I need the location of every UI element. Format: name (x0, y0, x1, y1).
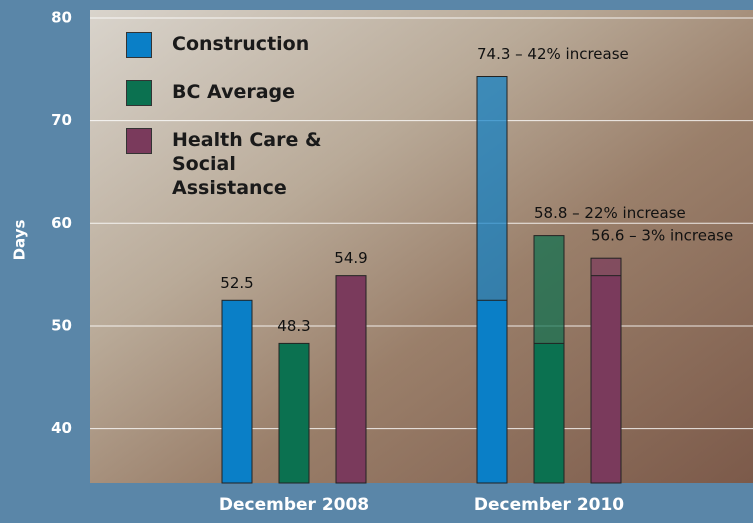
legend-label: Health Care & Social Assistance (172, 128, 352, 200)
x-tick-label: December 2008 (219, 495, 369, 515)
value-label: 56.6 – 3% increase (591, 227, 733, 245)
chart-container: Days 40 50 60 70 80 December 2008 52.5 48.3 54.9… (0, 0, 753, 523)
legend-item: BC Average (126, 80, 376, 106)
legend-swatch (126, 128, 152, 154)
bar (279, 343, 309, 483)
y-tick-label: 70 (51, 111, 72, 129)
legend-swatch (126, 80, 152, 106)
value-label: 54.9 (334, 249, 367, 267)
legend-item: Construction (126, 32, 376, 58)
legend-item: Health Care & Social Assistance (126, 128, 376, 200)
chart: Days 40 50 60 70 80 December 2008 52.5 48.3 54.9… (0, 0, 753, 523)
legend: Construction BC Average Health Care & Soci… (126, 32, 376, 222)
bar-baseline-portion (591, 276, 621, 483)
y-tick-label: 50 (51, 316, 72, 334)
legend-label: BC Average (172, 80, 295, 104)
y-axis-label: Days (11, 220, 29, 261)
y-tick-label: 60 (51, 214, 72, 232)
y-tick-label: 80 (51, 9, 72, 27)
value-label: 58.8 – 22% increase (534, 204, 686, 222)
bar-baseline-portion (534, 343, 564, 483)
bar (336, 276, 366, 483)
bar (222, 300, 252, 483)
y-tick-label: 40 (51, 419, 72, 437)
bar-baseline-portion (477, 300, 507, 483)
legend-swatch (126, 32, 152, 58)
value-label: 48.3 (277, 317, 310, 335)
legend-label: Construction (172, 32, 309, 56)
value-label: 74.3 – 42% increase (477, 45, 629, 63)
value-label: 52.5 (220, 274, 253, 292)
x-tick-label: December 2010 (474, 495, 624, 515)
